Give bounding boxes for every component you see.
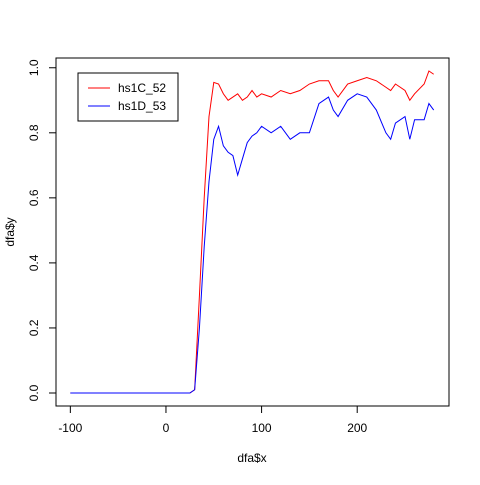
x-axis-label: dfa$x [237, 451, 266, 465]
x-tick-label: 0 [163, 421, 170, 435]
y-tick-label: 0.8 [27, 124, 41, 141]
legend-label: hs1D_53 [118, 99, 166, 113]
x-tick-label: 100 [252, 421, 272, 435]
legend-box [77, 72, 179, 122]
legend-label: hs1C_52 [118, 81, 166, 95]
y-axis-label: dfa$y [3, 217, 17, 246]
y-tick-label: 0.6 [27, 189, 41, 206]
data-line [70, 93, 435, 394]
y-tick-label: 1.0 [27, 59, 41, 76]
x-tick-label: -100 [58, 421, 82, 435]
y-tick-label: 0.4 [27, 254, 41, 271]
y-tick-label: 0.0 [27, 384, 41, 401]
x-tick-label: 200 [347, 421, 367, 435]
y-tick-label: 0.2 [27, 319, 41, 336]
data-line [70, 70, 434, 394]
